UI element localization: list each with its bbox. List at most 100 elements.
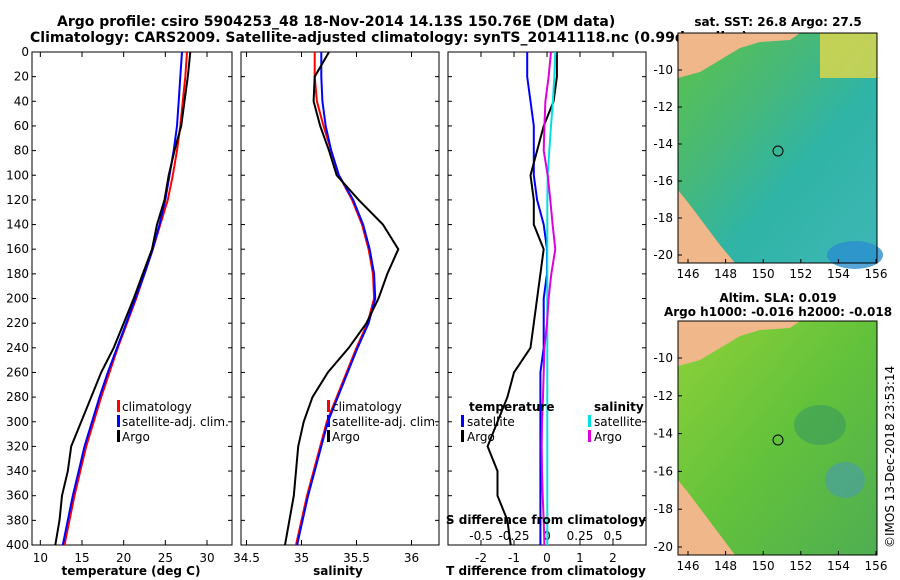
- lat-tick-label: -16: [653, 174, 673, 188]
- difference-xlabel: T difference from climatology: [446, 564, 646, 578]
- temperature-panel: 0 20 40 60 80 100 120 140 160 180 200 220 240 260 280 3…: [6, 45, 233, 565]
- y-tick-label: 340: [6, 464, 29, 478]
- legend-label: Argo: [122, 430, 150, 444]
- lon-tick-label: 156: [865, 267, 888, 281]
- legend-swatch-climatology: [117, 400, 120, 412]
- x-tick-label: 10: [33, 551, 48, 565]
- legend-label: climatology: [332, 400, 402, 414]
- sla-land-australia: [678, 480, 735, 555]
- legend-swatch-climatology: [327, 400, 330, 412]
- lat-tick-label: -16: [653, 464, 673, 478]
- sla-field: [678, 321, 877, 555]
- plot-frame: [31, 51, 233, 546]
- x-tick-label: 36: [404, 551, 419, 565]
- legend-swatch-argo: [327, 430, 330, 442]
- x-tick-label: 0: [543, 551, 551, 565]
- title-line2: Climatology: CARS2009. Satellite-adjuste…: [30, 30, 748, 46]
- lat-tick-label: -14: [653, 137, 673, 151]
- lat-tick-label: -14: [653, 427, 673, 441]
- map-axis-ticks: -10 -12 -14 -16 -18 -20 146 148 150 152 154 156 -10 -…: [653, 63, 887, 573]
- title-line1: Argo profile: csiro 5904253_48 18-Nov-20…: [57, 14, 615, 30]
- x-tick-label: 25: [158, 551, 173, 565]
- series-line-satellite-adj-clim-: [296, 52, 377, 546]
- y-tick-label: 120: [6, 193, 29, 207]
- legend-label: satellite-adj. clim.: [332, 415, 439, 429]
- sla-map: [677, 320, 878, 556]
- s-difference-label: S difference from climatology: [446, 513, 646, 527]
- y-tick-label: 200: [6, 292, 29, 306]
- y-tick-label: 380: [6, 513, 29, 527]
- lon-tick-label: 154: [827, 267, 850, 281]
- lat-tick-label: -20: [653, 248, 673, 262]
- y-tick-label: 100: [6, 168, 29, 182]
- series-line-s-satellite: [546, 51, 557, 545]
- y-tick-label: 80: [14, 144, 29, 158]
- y-tick-label: 280: [6, 390, 29, 404]
- y-tick-label: 240: [6, 341, 29, 355]
- legend-label: Argo: [467, 430, 495, 444]
- lon-tick-label: 152: [789, 559, 812, 573]
- x-tick-label: 35: [294, 551, 309, 565]
- legend-swatch-satellite: [117, 415, 120, 427]
- y-tick-label: 60: [14, 119, 29, 133]
- legend-swatch-s-argo: [588, 430, 591, 442]
- sla-low-patch: [794, 405, 846, 445]
- x-tick-label: -1: [508, 551, 520, 565]
- y-tick-label: 320: [6, 439, 29, 453]
- lat-tick-label: -20: [653, 540, 673, 554]
- x-tick-label: 34.5: [233, 551, 260, 565]
- x-tick-label: 35.5: [343, 551, 370, 565]
- legend-title-temperature: temperature: [469, 400, 554, 414]
- difference-legend: temperature satellite Argo salinity sate…: [461, 400, 644, 444]
- x-tick-label: 15: [74, 551, 89, 565]
- imos-stamp: ©IMOS 13-Dec-2018 23:53:14: [883, 366, 897, 548]
- y-tick-label: 360: [6, 489, 29, 503]
- series-line-climatology: [295, 52, 376, 546]
- x-tick-label: 30: [199, 551, 214, 565]
- lat-tick-label: -10: [653, 63, 673, 77]
- x-tick-label: 20: [116, 551, 131, 565]
- lat-tick-label: -18: [653, 211, 673, 225]
- sst-warm-patch: [820, 33, 877, 78]
- y-tick-label: 220: [6, 316, 29, 330]
- legend-label: satellite: [467, 415, 515, 429]
- series-line-argo: [54, 51, 192, 546]
- s-tick-label: 0.5: [603, 529, 622, 543]
- lat-tick-label: -12: [653, 100, 673, 114]
- y-tick-label: 260: [6, 365, 29, 379]
- y-tick-label: 40: [14, 94, 29, 108]
- x-tick-label: -2: [475, 551, 487, 565]
- series-line-argo: [284, 51, 400, 546]
- lon-tick-label: 148: [714, 267, 737, 281]
- legend-label: satellite: [594, 415, 642, 429]
- series-line-s-argo: [540, 51, 557, 546]
- salinity-legend: climatology satellite-adj. clim. Argo: [327, 400, 439, 444]
- s-tick-label: 0.25: [567, 529, 594, 543]
- lon-tick-label: 150: [752, 267, 775, 281]
- y-tick-label: 20: [14, 70, 29, 84]
- y-tick-label: 180: [6, 267, 29, 281]
- legend-swatch-t-satellite: [461, 415, 464, 427]
- legend-label: Argo: [594, 430, 622, 444]
- legend-title-salinity: salinity: [594, 400, 644, 414]
- lon-tick-label: 146: [677, 267, 700, 281]
- lon-tick-label: 146: [677, 559, 700, 573]
- y-tick-label: 400: [6, 538, 29, 552]
- series-line-t-satellite: [526, 52, 548, 545]
- x-tick-label: 1: [576, 551, 584, 565]
- sla-map-title2: Argo h1000: -0.016 h2000: -0.018: [664, 305, 892, 319]
- y-tick-label: 300: [6, 415, 29, 429]
- sst-map-frame: [677, 32, 878, 264]
- legend-label: satellite-adj. clim.: [122, 415, 229, 429]
- lat-tick-label: -12: [653, 389, 673, 403]
- s-tick-label: -0.5: [469, 529, 492, 543]
- legend-swatch-s-satellite: [588, 415, 591, 427]
- legend-label: climatology: [122, 400, 192, 414]
- sst-map: [677, 32, 883, 269]
- sla-argo-marker: [772, 434, 784, 446]
- sst-map-title: sat. SST: 26.8 Argo: 27.5: [694, 15, 861, 29]
- x-tick-label: 2: [609, 551, 617, 565]
- legend-label: Argo: [332, 430, 360, 444]
- legend-swatch-argo: [117, 430, 120, 442]
